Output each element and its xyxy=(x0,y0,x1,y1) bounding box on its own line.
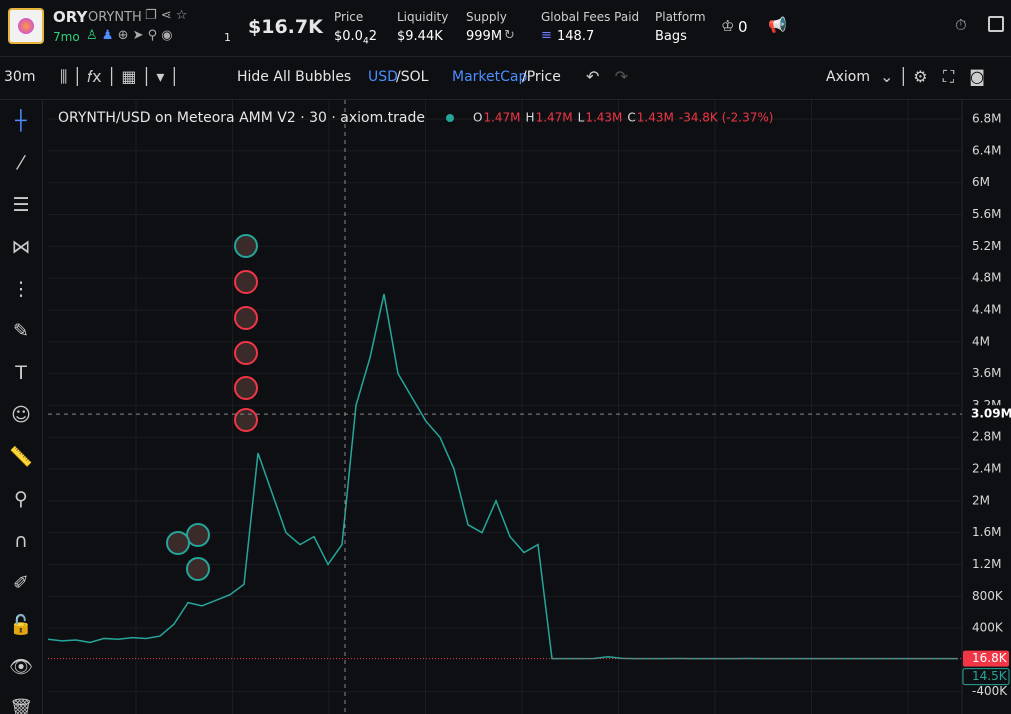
price-sub: 4 xyxy=(362,36,369,47)
ohlc-change: -34.8K (-2.37%) xyxy=(679,111,774,125)
y-tick-label: 4M xyxy=(972,334,990,348)
y-tick-label: 4.8M xyxy=(972,271,1001,285)
token-logo[interactable] xyxy=(8,8,44,44)
y-tick-label: 2M xyxy=(972,493,990,507)
alarm-icon[interactable]: ⏱ xyxy=(955,16,967,34)
y-tick-label: 1.6M xyxy=(972,525,1001,539)
ticker: ORY xyxy=(53,8,88,26)
drawing-tools[interactable]: ┼ ⁄ ☰ ⋈ ⋮ ✎ T ☺ 📏 ⚲ ∩ ✐ 🔓 👁 🗑 xyxy=(0,100,43,714)
bubbles-toggle[interactable]: Hide All Bubbles xyxy=(237,69,352,85)
chart-title: ORYNTH/USD on Meteora AMM V2 · 30 · axio… xyxy=(58,110,425,126)
stat-label: Supply xyxy=(466,10,507,24)
y-tick-label: 6.4M xyxy=(972,143,1001,157)
token-name: ORYNTH xyxy=(88,10,142,25)
y-tick-label: 400K xyxy=(972,621,1004,635)
chart: ORYNTH/USD on Meteora AMM V2 · 30 · axio… xyxy=(47,100,1011,714)
provider[interactable]: Axiom xyxy=(826,69,870,85)
ohlc-value: 1.47M xyxy=(483,111,520,125)
icons[interactable]: ❐ ⋖ ☆ xyxy=(145,8,188,23)
announce-icon[interactable]: 📢 xyxy=(768,16,787,34)
trade-bubble[interactable] xyxy=(234,408,258,432)
y-tick-label: 2.8M xyxy=(972,430,1001,444)
layout-icon[interactable] xyxy=(988,16,1004,32)
last-price-label: 16.8K xyxy=(972,651,1008,665)
ohlc-key: O xyxy=(473,111,482,125)
refresh-icon[interactable]: ↻ xyxy=(504,28,515,43)
prev-price-label: 14.5K xyxy=(972,669,1008,683)
trade-bubble[interactable] xyxy=(234,341,258,365)
y-tick-label: 800K xyxy=(972,589,1004,603)
ohlc-key: C xyxy=(627,111,635,125)
trade-bubble[interactable] xyxy=(234,234,258,258)
mode[interactable]: MarketCap xyxy=(452,69,528,85)
social-icons[interactable]: ♙ ♟ ⊕ ➤ ⚲ ◉ xyxy=(86,28,173,43)
ohlc-key: H xyxy=(526,111,535,125)
crosshair-label: 3.09M xyxy=(971,407,1011,421)
status-dot xyxy=(446,114,454,122)
y-tick-label: 6.8M xyxy=(972,112,1001,126)
crosshair-badge xyxy=(963,405,1011,424)
last-price-badge xyxy=(963,650,1009,667)
stat-label: Global Fees Paid xyxy=(541,10,640,24)
trade-bubble[interactable] xyxy=(234,306,258,330)
crown-count: 0 xyxy=(738,18,748,36)
stat-value: 999M xyxy=(466,29,503,44)
ohlc-value: 1.47M xyxy=(536,111,573,125)
stat-label: Liquidity xyxy=(397,10,449,24)
trade-bubble[interactable] xyxy=(234,376,258,400)
currency[interactable]: USD xyxy=(368,69,398,85)
currency-alt[interactable]: /SOL xyxy=(396,69,429,85)
stat-value: $0.042 xyxy=(334,29,377,47)
interval[interactable]: 30m xyxy=(4,69,36,85)
trade-bubble[interactable] xyxy=(186,557,210,581)
tool-icons[interactable]: ⫼ │ 𝑓x │ ▦ │ ▾ │ xyxy=(60,67,180,86)
watchers: 1 xyxy=(224,31,231,44)
y-tick-label: 4.4M xyxy=(972,302,1001,316)
price-line xyxy=(47,293,958,660)
stat-value: $9.44K xyxy=(397,29,443,44)
toolbar: 30m ⫼ │ 𝑓x │ ▦ │ ▾ │ Hide All Bubbles US… xyxy=(0,57,1011,100)
prev-price-badge xyxy=(962,668,1010,686)
trade-bubble[interactable] xyxy=(186,523,210,547)
ohlc-value: 1.43M xyxy=(585,111,622,125)
settings-icons[interactable]: ⌄ │ ⚙ ⛶ ◙ xyxy=(880,67,985,86)
y-tick-label: 3.6M xyxy=(972,366,1001,380)
y-tick-label: 5.2M xyxy=(972,239,1001,253)
trade-bubble[interactable] xyxy=(166,531,190,555)
market-cap: $16.7K xyxy=(248,16,323,38)
crown-icon[interactable]: ♔ xyxy=(721,17,735,35)
price-tail: 2 xyxy=(368,29,377,44)
header: ORY ORYNTH ❐ ⋖ ☆ 7mo ♙ ♟ ⊕ ➤ ⚲ ◉ 1 $16.7… xyxy=(0,0,1011,57)
stat-label: Price xyxy=(334,10,364,24)
y-tick-label: 5.6M xyxy=(972,207,1001,221)
y-tick-label: 6M xyxy=(972,175,990,189)
undo-redo[interactable]: ↶ ↷ xyxy=(586,67,629,86)
price: $0.0 xyxy=(334,29,363,44)
y-tick-label: -400K xyxy=(972,684,1008,698)
ohlc-key: L xyxy=(578,111,585,125)
trade-bubble[interactable] xyxy=(234,270,258,294)
mode-alt[interactable]: /Price xyxy=(522,69,561,85)
sol-icon: ≡ xyxy=(541,28,552,43)
age: 7mo xyxy=(53,30,80,44)
y-tick-label: 2.4M xyxy=(972,462,1001,476)
ohlc-value: 1.43M xyxy=(637,111,674,125)
stat-label: Platform xyxy=(655,10,706,24)
stat-value: Bags xyxy=(655,29,687,44)
stat-value: 148.7 xyxy=(557,29,595,44)
y-tick-label: 1.2M xyxy=(972,557,1001,571)
